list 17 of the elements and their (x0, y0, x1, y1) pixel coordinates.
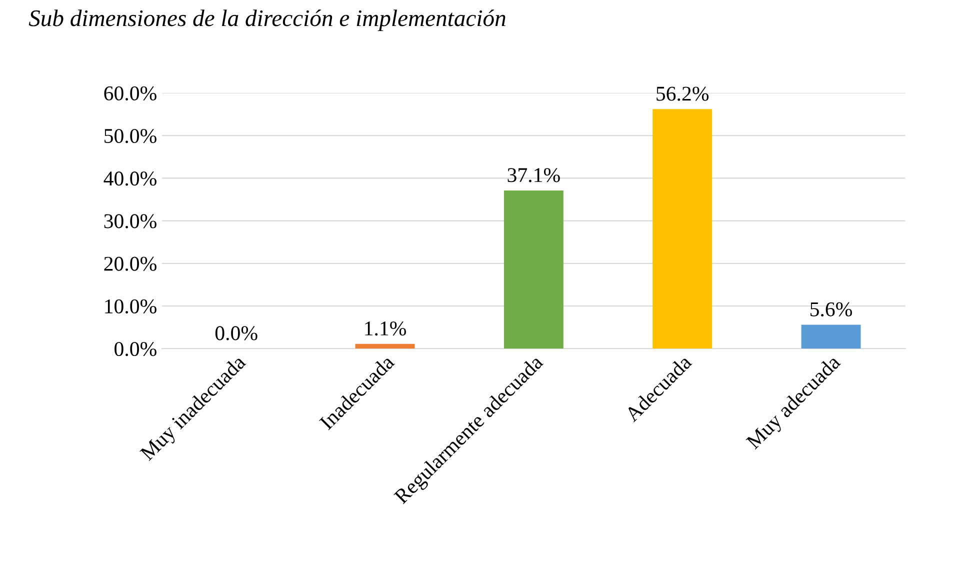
chart-title: Sub dimensiones de la dirección e implementación (28, 10, 506, 32)
bar (504, 190, 564, 349)
data-label: 37.1% (508, 168, 560, 182)
y-tick-label: 20.0% (104, 256, 156, 271)
bar (355, 344, 415, 349)
data-label: 5.6% (810, 302, 852, 316)
y-tick-label: 40.0% (104, 172, 156, 186)
y-tick-label: 0.0% (114, 342, 156, 356)
y-tick-label: 10.0% (105, 299, 156, 314)
y-tick-label: 60.0% (104, 86, 156, 100)
y-tick-label: 30.0% (104, 214, 156, 228)
data-label: 1.1% (365, 321, 406, 336)
data-label: 56.2% (656, 86, 709, 101)
y-tick-label: 50.0% (104, 128, 156, 144)
bar (652, 109, 712, 349)
data-label: 0.0% (215, 326, 258, 340)
bar (801, 324, 861, 349)
